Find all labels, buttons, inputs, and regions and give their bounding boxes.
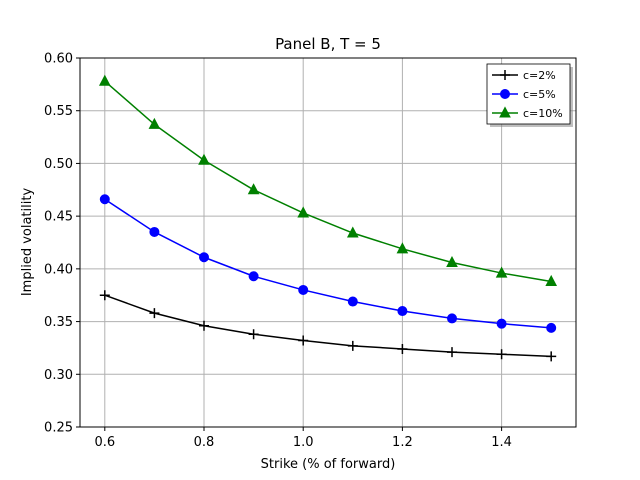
data-point <box>446 255 458 268</box>
chart-title: Panel B, T = 5 <box>275 35 381 53</box>
data-point <box>199 320 209 331</box>
data-point <box>496 318 507 329</box>
legend-label: c=10% <box>523 107 563 120</box>
y-tick-label: 0.45 <box>44 210 73 225</box>
data-point <box>297 206 310 218</box>
data-point <box>149 226 160 237</box>
data-point <box>248 271 259 282</box>
y-tick-label: 0.30 <box>44 368 73 383</box>
data-point <box>99 290 110 301</box>
data-point <box>148 117 161 129</box>
data-point <box>397 306 408 317</box>
x-tick-label: 0.6 <box>94 435 115 450</box>
x-tick-label: 1.0 <box>293 435 314 450</box>
series-line <box>104 198 552 329</box>
series-2 <box>98 74 558 287</box>
legend-label: c=2% <box>523 69 556 82</box>
data-point <box>397 343 408 354</box>
x-tick-label: 0.8 <box>194 435 215 450</box>
y-tick-label: 0.25 <box>44 421 73 436</box>
series-line <box>104 294 552 358</box>
data-point <box>496 349 507 360</box>
x-axis: 0.6 0.8 1.0 1.2 1.4 <box>94 427 512 450</box>
series-0 <box>99 290 557 362</box>
data-point <box>545 274 558 287</box>
data-point <box>199 252 209 263</box>
series-layer <box>98 74 558 362</box>
legend-item: c=2% <box>492 69 556 82</box>
y-tick-label: 0.55 <box>44 104 73 119</box>
data-point <box>198 153 210 165</box>
data-point <box>99 194 110 205</box>
legend-marker <box>499 106 511 118</box>
y-axis: 0.25 0.30 0.35 0.40 0.45 0.50 0.55 0.60 <box>44 52 80 436</box>
data-point <box>546 351 557 362</box>
data-point <box>149 308 160 319</box>
data-point <box>447 347 457 358</box>
data-point <box>298 335 309 346</box>
y-tick-label: 0.40 <box>44 262 73 277</box>
data-point <box>546 322 557 333</box>
legend-marker <box>500 70 510 80</box>
series-1 <box>99 194 557 333</box>
data-point <box>346 226 359 238</box>
x-axis-label: Strike (% of forward) <box>261 457 396 472</box>
y-tick-label: 0.50 <box>44 157 73 172</box>
legend-item: c=5% <box>492 88 556 101</box>
plot-frame <box>79 57 577 428</box>
data-point <box>347 296 358 307</box>
data-point <box>298 284 309 295</box>
y-axis-label: Implied volatility <box>20 188 35 297</box>
y-tick-label: 0.60 <box>44 52 73 67</box>
data-point <box>396 242 409 254</box>
legend-marker <box>500 89 510 99</box>
x-tick-label: 1.4 <box>491 435 512 450</box>
x-tick-label: 1.2 <box>392 435 413 450</box>
data-point <box>495 266 508 278</box>
data-point <box>447 313 457 324</box>
data-point <box>98 74 111 86</box>
legend: c=2% c=5% c=10% <box>486 63 573 127</box>
y-tick-label: 0.35 <box>44 315 73 330</box>
data-point <box>248 329 259 340</box>
data-point <box>347 340 358 351</box>
legend-label: c=5% <box>523 88 556 101</box>
legend-item: c=10% <box>492 106 563 120</box>
series-line <box>104 80 552 283</box>
data-point <box>247 183 260 195</box>
